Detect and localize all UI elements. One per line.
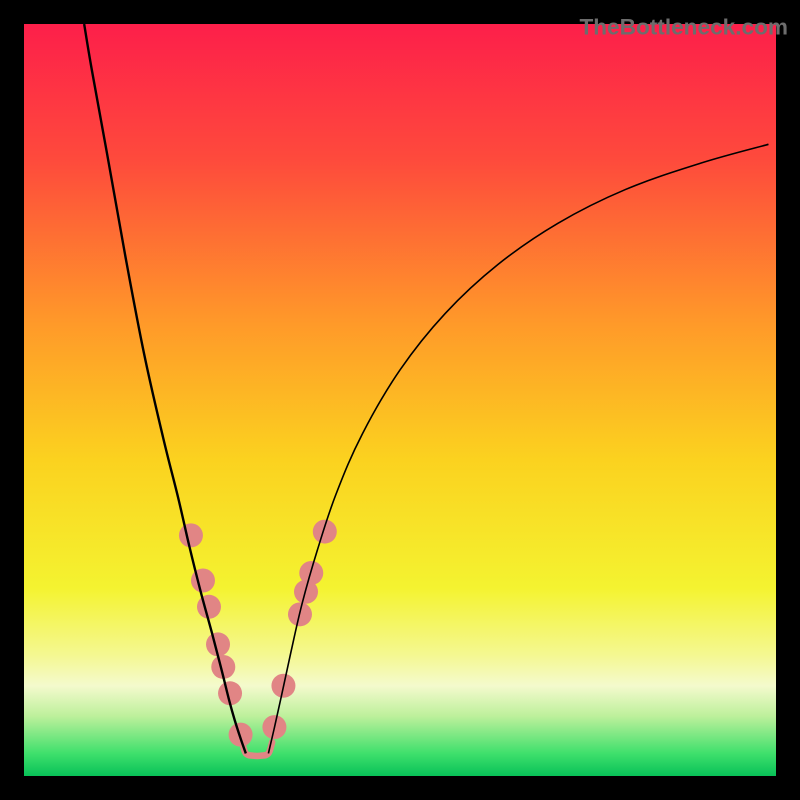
plot-background [24,24,776,776]
bottleneck-chart: TheBottleneck.com [0,0,800,800]
data-marker [179,523,203,547]
chart-canvas: TheBottleneck.com [0,0,800,800]
watermark-text: TheBottleneck.com [579,14,788,39]
data-marker [313,520,337,544]
data-marker [197,595,221,619]
